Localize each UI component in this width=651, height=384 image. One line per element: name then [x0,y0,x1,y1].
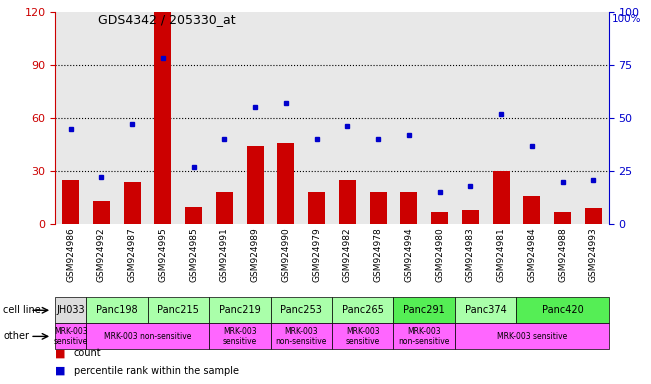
Text: MRK-003
sensitive: MRK-003 sensitive [223,327,257,346]
Bar [370,192,387,224]
Text: GDS4342 / 205330_at: GDS4342 / 205330_at [98,13,235,26]
Bar [216,192,233,224]
Text: Panc265: Panc265 [342,305,383,315]
Bar [148,12,209,224]
Text: JH033: JH033 [57,305,85,315]
Bar [93,201,110,224]
Text: Panc215: Panc215 [158,305,199,315]
Bar [186,207,202,224]
Bar [332,12,393,224]
Text: Panc291: Panc291 [404,305,445,315]
Text: MRK-003
sensitive: MRK-003 sensitive [346,327,380,346]
Bar [124,182,141,224]
Text: MRK-003
non-sensitive: MRK-003 non-sensitive [275,327,327,346]
Text: Panc219: Panc219 [219,305,260,315]
Bar [154,12,171,224]
Bar [462,210,478,224]
Bar [585,208,602,224]
Text: MRK-003 sensitive: MRK-003 sensitive [497,332,567,341]
Bar [400,192,417,224]
Bar [393,12,455,224]
Bar [271,12,332,224]
Bar [247,146,264,224]
Text: cell line: cell line [3,305,41,315]
Bar [516,12,609,224]
Text: Panc253: Panc253 [281,305,322,315]
Bar [62,180,79,224]
Bar [431,212,448,224]
Bar [554,212,571,224]
Text: 100%: 100% [611,14,641,24]
Bar [209,12,271,224]
Text: percentile rank within the sample: percentile rank within the sample [74,366,238,376]
Text: count: count [74,348,101,358]
Bar [339,180,356,224]
Bar [308,192,325,224]
Text: ■: ■ [55,348,66,358]
Bar [455,12,516,224]
Text: ■: ■ [55,366,66,376]
Bar [86,12,148,224]
Bar [523,196,540,224]
Bar [493,171,510,224]
Text: MRK-003
sensitive: MRK-003 sensitive [53,327,88,346]
Bar [277,143,294,224]
Bar [55,12,86,224]
Text: other: other [3,331,29,341]
Text: MRK-003
non-sensitive: MRK-003 non-sensitive [398,327,450,346]
Text: MRK-003 non-sensitive: MRK-003 non-sensitive [104,332,191,341]
Text: Panc374: Panc374 [465,305,506,315]
Text: Panc198: Panc198 [96,305,137,315]
Text: Panc420: Panc420 [542,305,583,315]
